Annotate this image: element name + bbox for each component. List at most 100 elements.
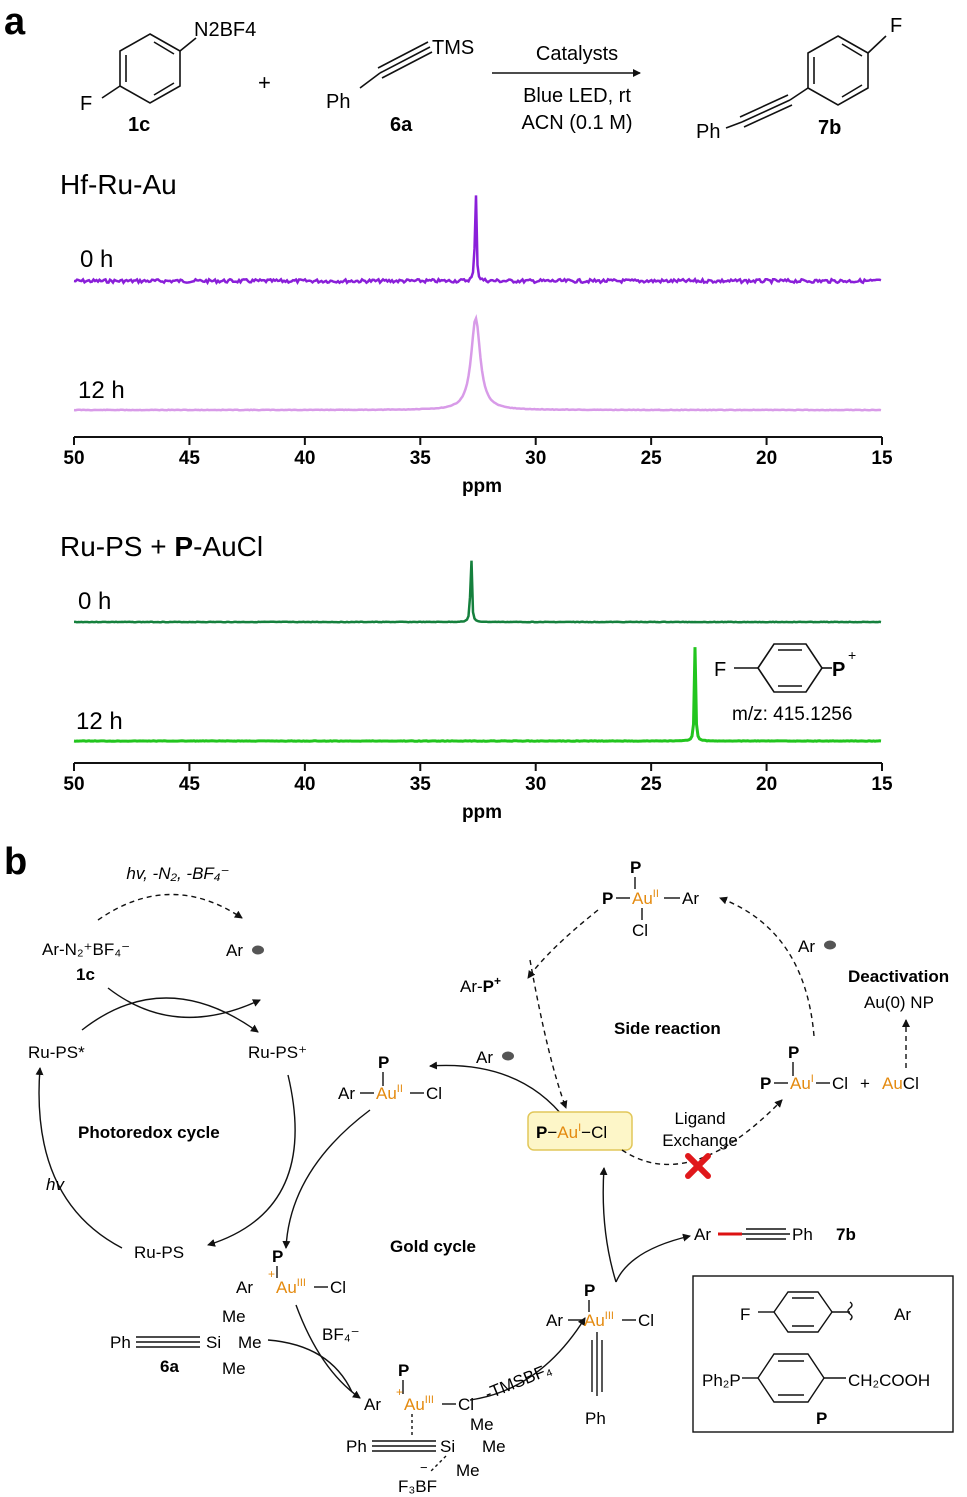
complex-me-2: Me	[482, 1437, 506, 1456]
product-7b-substituent-top: F	[890, 15, 902, 37]
nmr-2-tick-label-6: 20	[756, 774, 777, 795]
ru-ps-star: Ru-PS*	[28, 1043, 85, 1062]
complex-ar: Ar	[364, 1395, 381, 1414]
alkynyl-ph: Ph	[585, 1409, 606, 1428]
nmr-2-trace-1-label: 12 h	[76, 708, 123, 735]
reagent-1c-structure	[101, 33, 197, 104]
reagent-6a-substituent: Ph	[326, 91, 350, 113]
arrow-side-to-arp	[527, 909, 599, 979]
panel-label-a: a	[4, 1, 26, 43]
nmr-2-tick-label-0: 50	[63, 774, 84, 795]
side-au2-cl: Cl	[632, 921, 648, 940]
ru-ps-plus: Ru-PS⁺	[248, 1043, 307, 1062]
nmr-1-trace-1	[73, 314, 882, 412]
bf4-minus-label: BF₄⁻	[322, 1325, 360, 1344]
panel-label-b: b	[4, 841, 27, 883]
catalyst-box-label: P−AuI−Cl	[536, 1122, 607, 1142]
arrow-au3-to-complex	[295, 1304, 361, 1399]
id-1c-label: 1c	[76, 965, 95, 984]
nmr-1-axis-label: ppm	[462, 476, 502, 497]
arrow-silane-join	[267, 1339, 353, 1393]
arrow-au1-to-au2	[429, 1061, 567, 1121]
ru-ps: Ru-PS	[134, 1243, 184, 1262]
reagent-6a-structure	[359, 41, 433, 89]
nmr-2-trace-0-label: 0 h	[78, 588, 111, 615]
nmr-1-tick-label-4: 30	[525, 448, 546, 469]
reagent-6a-group: TMS	[432, 37, 474, 59]
nmr-1-title: Hf-Ru-Au	[60, 169, 177, 200]
au3-charge: +	[268, 1267, 275, 1281]
aucl-label: AuCl	[882, 1074, 919, 1093]
legend-p-structure	[742, 1353, 846, 1403]
au2-left-cl: Cl	[426, 1084, 442, 1103]
alkynyl-au: AuIII	[584, 1310, 614, 1330]
f3bf-charge: −	[420, 1460, 428, 1475]
side-au2-ar: Ar	[682, 889, 699, 908]
ar-radical-label-3: Ar	[798, 937, 815, 956]
nmr-1-tick-label-3: 35	[410, 448, 432, 469]
nmr-1-trace-0-label: 0 h	[80, 246, 113, 273]
arrow-to-au1	[599, 1167, 617, 1283]
legend-F: F	[740, 1305, 750, 1324]
nmr-1-tick-label-0: 50	[63, 448, 84, 469]
legend-ar-structure	[758, 1291, 853, 1333]
legend-ch2cooh: CH₂COOH	[848, 1371, 930, 1390]
nmr-2-trace-1	[73, 647, 882, 743]
complex-au: AuIII	[404, 1394, 434, 1414]
ligand-exchange-label-1: Ligand	[674, 1109, 725, 1128]
product-id: 7b	[836, 1225, 856, 1244]
alkynyl-triple-bond	[591, 1332, 603, 1396]
nmr-1-tick-label-5: 25	[641, 448, 663, 469]
alkynyl-cl: Cl	[638, 1311, 654, 1330]
reagent-1c-id: 1c	[128, 114, 150, 136]
pau1-plus: +	[860, 1074, 870, 1093]
au3-cl: Cl	[330, 1278, 346, 1297]
product-ar: Ar	[694, 1225, 711, 1244]
f3bf-label: F₃BF	[398, 1477, 437, 1496]
legend-Ar: Ar	[894, 1305, 911, 1324]
ligand-exchange-label-2: Exchange	[662, 1131, 738, 1150]
silane-ph: Ph	[110, 1333, 131, 1352]
nmr-2-tick-label-3: 35	[410, 774, 432, 795]
nmr-2-tick-label-5: 25	[641, 774, 663, 795]
gold-cycle-label: Gold cycle	[390, 1237, 476, 1256]
silane-si: Si	[206, 1333, 221, 1352]
arrow-side-to-au1	[529, 959, 568, 1109]
au3-ar: Ar	[236, 1278, 253, 1297]
product-7b-structure	[725, 35, 887, 129]
catalyst-box	[527, 1111, 633, 1151]
photolysis-arrow	[97, 893, 243, 921]
side-au2-p-top: P	[630, 858, 641, 877]
reagent-1c-substituent: F	[80, 93, 92, 115]
nmr-2-trace-0	[74, 560, 882, 624]
au2-left-p: P	[378, 1053, 389, 1072]
silane-me-2: Me	[238, 1333, 262, 1352]
arrow-bottom-label-1: Blue LED, rt	[523, 85, 631, 107]
au3-au: AuIII	[276, 1277, 306, 1297]
ar-p-plus-label: Ar-P+	[460, 974, 501, 996]
arrow-rups-to-star	[35, 1067, 123, 1249]
nmr-2-x-axis: 50 45 40 35 30 25 20 15 ppm	[63, 762, 893, 823]
arrow-au1-to-side	[719, 896, 815, 1037]
photoredox-cycle-label: Photoredox cycle	[78, 1123, 220, 1142]
legend-P: P	[816, 1409, 827, 1428]
ar-radical-label-2: Ar	[476, 1048, 493, 1067]
nmr-1-tick-label-1: 45	[179, 448, 201, 469]
nmr-2-tick-label-1: 45	[179, 774, 201, 795]
pau1-cl: Cl	[832, 1074, 848, 1093]
ar-radical-label-1: Ar	[226, 941, 243, 960]
nmr-2-inset-mz: m/z: 415.1256	[732, 704, 852, 725]
complex-me-3: Me	[456, 1461, 480, 1480]
alkynyl-ar: Ar	[546, 1311, 563, 1330]
nmr-1-trace-1-label: 12 h	[78, 377, 125, 404]
arrow-rups-star-to-plus	[81, 997, 259, 1033]
ligand-exchange-arrow	[621, 1099, 783, 1166]
ar-n2-label: Ar-N₂⁺BF₄⁻	[42, 940, 130, 959]
nmr-2-title: Ru-PS + P-AuCl	[60, 531, 263, 562]
arrow-to-product	[615, 1233, 691, 1283]
reagent-1c-group: N2BF4	[194, 19, 256, 41]
nmr-2-tick-label-4: 30	[525, 774, 546, 795]
deactivation-label: Deactivation	[848, 967, 949, 986]
side-reaction-label: Side reaction	[614, 1019, 721, 1038]
